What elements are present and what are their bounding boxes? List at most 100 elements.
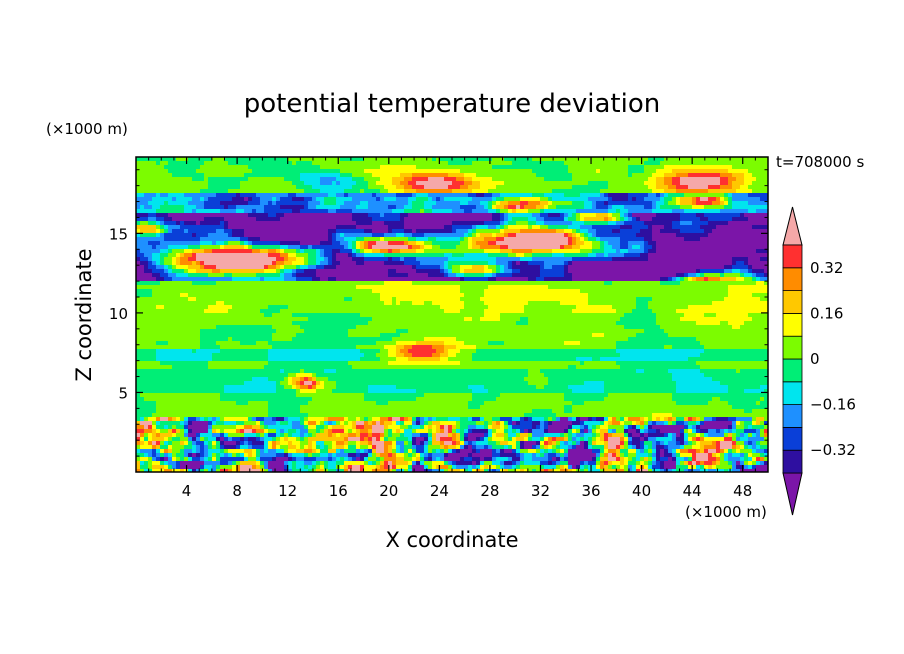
contour-cell: [268, 249, 277, 254]
contour-cell: [288, 457, 293, 462]
contour-cell: [672, 225, 701, 230]
contour-cell: [548, 285, 729, 290]
contour-cell: [744, 181, 753, 186]
contour-cell: [540, 461, 549, 466]
contour-cell: [336, 453, 349, 458]
contour-cell: [328, 229, 337, 234]
contour-cell: [164, 425, 169, 430]
contour-cell: [492, 425, 501, 430]
contour-cell: [620, 449, 629, 454]
contour-cell: [388, 273, 409, 278]
contour-cell: [376, 453, 381, 458]
contour-cell: [312, 245, 345, 250]
contour-cell: [332, 457, 337, 462]
contour-cell: [428, 469, 433, 472]
contour-cell: [516, 453, 521, 458]
chart-title: potential temperature deviation: [244, 89, 660, 119]
contour-cell: [528, 369, 541, 374]
contour-cell: [428, 417, 433, 422]
x-tick-label: 48: [733, 482, 752, 500]
contour-cell: [144, 461, 149, 466]
contour-cell: [724, 197, 729, 202]
contour-cell: [152, 425, 157, 430]
contour-cell: [164, 265, 169, 270]
contour-cell: [280, 433, 285, 438]
contour-cell: [272, 437, 277, 442]
contour-cell: [248, 457, 257, 462]
contour-cell: [616, 209, 621, 214]
contour-cell: [572, 389, 605, 394]
contour-cell: [564, 465, 569, 470]
contour-cell: [616, 341, 701, 346]
contour-cell: [740, 469, 768, 472]
contour-cell: [244, 233, 329, 238]
contour-cell: [312, 377, 317, 382]
contour-cell: [616, 469, 625, 472]
contour-cell: [568, 433, 573, 438]
contour-cell: [176, 425, 185, 430]
contour-cell: [384, 437, 389, 442]
contour-cell: [616, 453, 621, 458]
contour-cell: [560, 245, 565, 250]
contour-cell: [668, 433, 673, 438]
contour-cell: [344, 449, 357, 454]
contour-cell: [404, 449, 409, 454]
contour-cell: [220, 433, 225, 438]
contour-cell: [204, 177, 209, 182]
contour-cell: [304, 453, 309, 458]
contour-cell: [384, 281, 413, 286]
contour-cell: [292, 385, 297, 390]
contour-cell: [304, 437, 309, 442]
contour-cell: [760, 461, 765, 466]
contour-cell: [240, 429, 245, 434]
contour-cell: [748, 425, 753, 430]
contour-cell: [516, 421, 521, 426]
contour-cell: [188, 453, 193, 458]
contour-cell: [492, 177, 545, 182]
contour-cell: [180, 457, 185, 462]
contour-cell: [632, 213, 657, 218]
contour-cell: [288, 421, 293, 426]
contour-cell: [660, 277, 669, 282]
contour-cell: [144, 437, 149, 442]
contour-cell: [696, 465, 701, 470]
contour-cell: [424, 249, 485, 254]
contour-cell: [176, 265, 189, 270]
contour-cell: [456, 465, 469, 470]
contour-cell: [380, 421, 385, 426]
contour-cell: [372, 221, 385, 226]
contour-cell: [448, 349, 461, 354]
contour-cell: [404, 429, 413, 434]
contour-cell: [264, 449, 269, 454]
contour-cell: [152, 197, 173, 202]
contour-cell: [208, 233, 229, 238]
contour-cell: [480, 185, 497, 190]
contour-cell: [256, 437, 261, 442]
contour-cell: [184, 425, 189, 430]
contour-cell: [432, 209, 453, 214]
contour-cell: [392, 465, 397, 470]
contour-cell: [504, 217, 509, 222]
contour-cell: [444, 269, 449, 274]
contour-cell: [360, 349, 381, 354]
contour-cell: [248, 453, 253, 458]
contour-cell: [592, 457, 597, 462]
contour-cell: [676, 173, 689, 178]
contour-cell: [564, 437, 569, 442]
contour-cell: [456, 429, 461, 434]
contour-cell: [632, 217, 637, 222]
contour-cell: [164, 229, 169, 234]
contour-cell: [584, 401, 677, 406]
contour-cell: [676, 385, 729, 390]
contour-cell: [136, 229, 141, 234]
contour-cell: [464, 209, 473, 214]
contour-cell: [632, 441, 641, 446]
contour-cell: [608, 461, 613, 466]
contour-cell: [428, 457, 433, 462]
contour-cell: [320, 461, 325, 466]
contour-cell: [688, 469, 693, 472]
contour-cell: [452, 189, 473, 194]
contour-cell: [752, 425, 765, 430]
contour-cell: [652, 237, 685, 242]
contour-cell: [572, 417, 577, 422]
